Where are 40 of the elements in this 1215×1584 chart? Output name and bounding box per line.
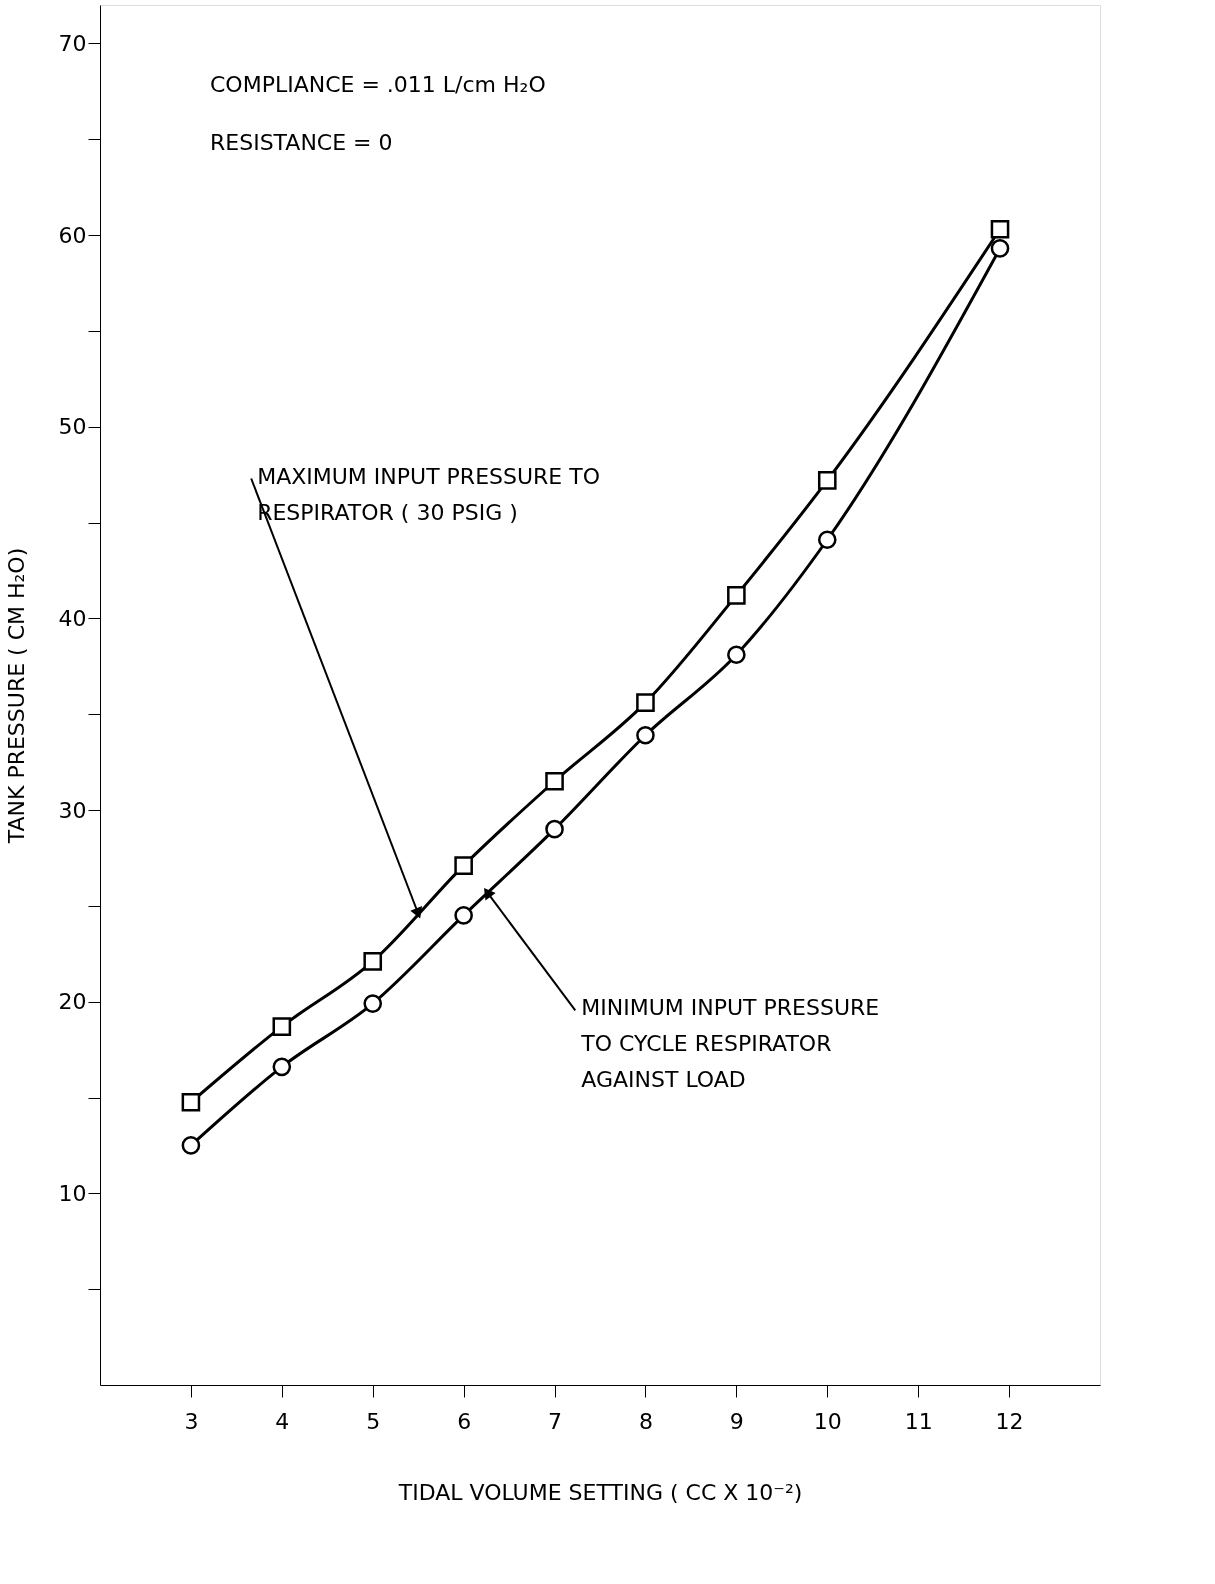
point <box>990 219 1010 239</box>
point <box>454 906 473 925</box>
x-axis-title: TIDAL VOLUME SETTING ( CC X 10⁻²) <box>397 1479 803 1505</box>
point <box>545 819 564 839</box>
point <box>181 1136 201 1155</box>
x-tick-label: 8 <box>638 1408 653 1434</box>
point <box>272 1057 292 1077</box>
x-tick-label: 12 <box>995 1408 1024 1434</box>
y-tick-label: 50 <box>58 414 87 440</box>
point <box>181 1092 201 1112</box>
x-tick-label: 6 <box>457 1408 472 1434</box>
point <box>817 530 837 550</box>
annotation: RESISTANCE = 0 <box>210 130 393 155</box>
point <box>727 586 746 605</box>
x-tick-label: 9 <box>729 1408 744 1434</box>
annotation: MINIMUM INPUT PRESSURE TO CYCLE RESPIRATOR AGAINST LOAD <box>580 995 880 1093</box>
annotation: COMPLIANCE = .011 L/cm H₂O <box>210 72 546 97</box>
point <box>990 239 1010 258</box>
y-tick-label: 20 <box>58 989 87 1015</box>
point <box>545 771 564 791</box>
y-tick-label: 30 <box>58 797 87 823</box>
point <box>363 994 383 1013</box>
point <box>727 645 746 665</box>
x-tick-label: 10 <box>813 1408 842 1434</box>
x-tick-label: 3 <box>184 1408 199 1434</box>
point <box>817 471 837 490</box>
y-tick-label: 70 <box>58 30 87 56</box>
y-tick-label: 60 <box>58 222 87 248</box>
y-tick-label: 40 <box>58 605 87 631</box>
x-tick-label: 4 <box>275 1408 290 1434</box>
x-tick-label: 7 <box>548 1408 563 1434</box>
point <box>272 1017 292 1036</box>
x-tick-label: 5 <box>366 1408 381 1434</box>
point <box>636 693 655 712</box>
x-tick-label: 11 <box>904 1408 933 1434</box>
point <box>636 725 655 745</box>
point <box>363 952 383 971</box>
y-tick-label: 10 <box>58 1180 87 1206</box>
y-axis-title: TANK PRESSURE ( CM H₂O) <box>3 547 29 845</box>
point <box>454 856 473 875</box>
